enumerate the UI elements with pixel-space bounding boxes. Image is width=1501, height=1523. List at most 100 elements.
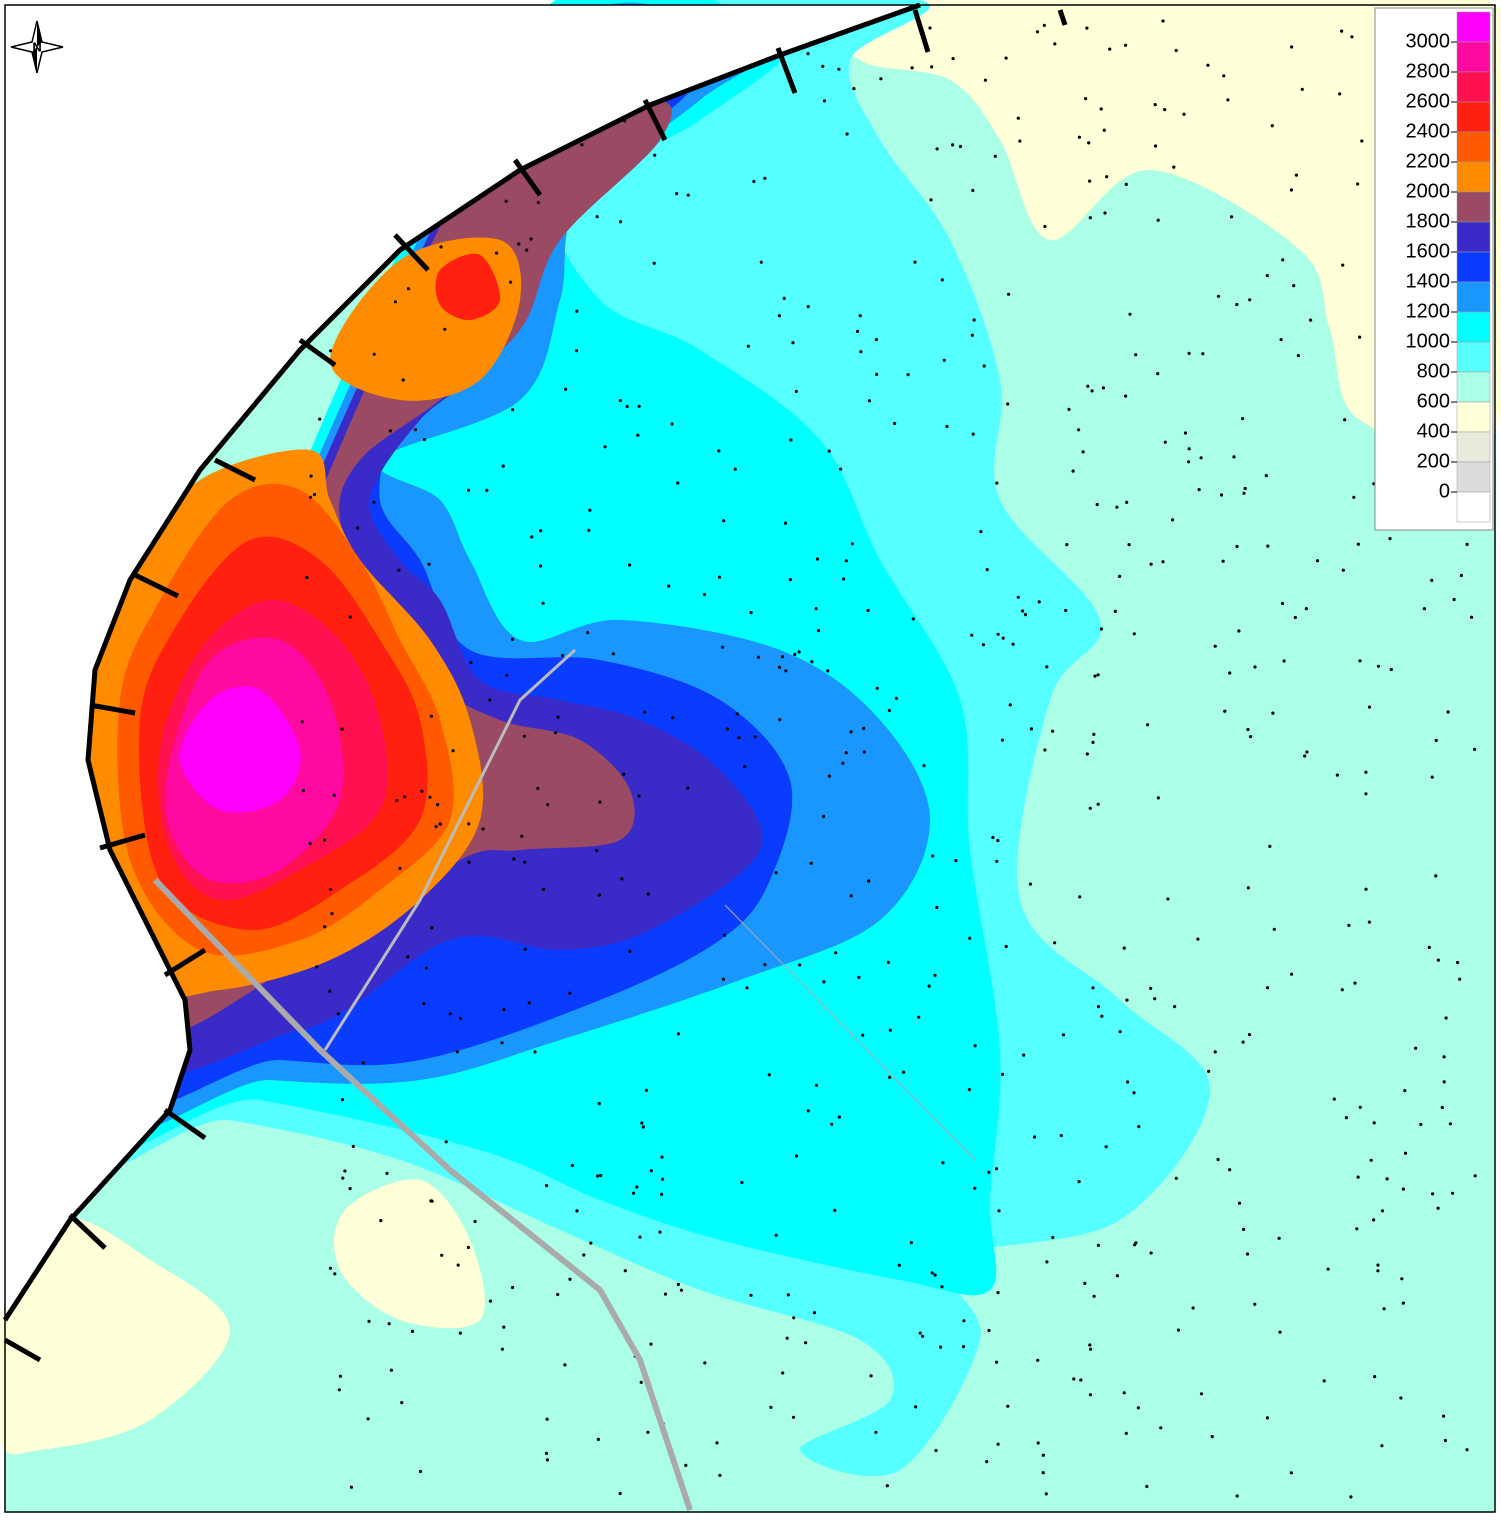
sample-point [1124,394,1128,398]
sample-point [671,716,675,720]
legend-label: 1200 [1406,300,1451,322]
sample-point [403,795,407,799]
sample-point [1315,559,1320,563]
sample-point [931,854,935,858]
sample-point [1401,1301,1405,1305]
sample-point [393,300,397,304]
sample-point [618,398,622,403]
sample-point [637,404,641,408]
sample-point [622,772,626,776]
sample-point [995,1360,999,1364]
sample-point [917,1015,921,1019]
sample-point [620,877,624,881]
coast-tick [642,98,668,142]
sample-point [395,798,399,803]
sample-point [502,1008,506,1012]
sample-point [1086,384,1090,388]
sample-point [1077,1180,1081,1184]
sample-point [1100,1014,1104,1018]
sample-point [1443,1438,1447,1443]
sample-point [1210,1435,1214,1439]
sample-point [862,750,866,754]
sample-point [1132,632,1136,636]
sample-point [909,1241,914,1245]
sample-point [420,789,424,793]
sample-point [1115,1274,1119,1278]
sample-point [1401,1187,1405,1191]
sample-point [1340,988,1344,992]
sample-point [1093,674,1097,678]
legend-label: 200 [1417,450,1450,472]
sample-point [794,389,798,393]
sample-point [379,1219,383,1223]
sample-point [809,861,813,865]
sample-point [1456,960,1460,965]
sample-point [564,387,568,391]
sample-point [556,715,560,719]
sample-point [541,601,545,605]
sample-point [1279,338,1283,342]
legend-swatch [1456,281,1491,313]
sample-point [910,66,914,70]
sample-point [1187,447,1191,451]
sample-point [611,652,616,656]
sample-point [897,1263,901,1267]
sample-point [928,26,932,30]
sample-point [1271,711,1275,715]
sample-point [568,991,572,995]
sample-point [827,774,832,778]
sample-point [1089,1347,1093,1351]
sample-point [619,220,623,224]
sample-point [332,793,336,798]
sample-point [914,1405,918,1409]
sample-point [1364,887,1368,891]
sample-point [636,433,640,437]
sample-point [861,1033,865,1037]
sample-point [1367,920,1371,924]
sample-point [833,1208,837,1212]
legend-label: 2000 [1406,180,1451,202]
sample-point [893,421,897,426]
sample-point [849,894,853,898]
sample-point [995,859,999,864]
sample-point [1207,1069,1211,1073]
sample-point [1124,182,1128,186]
sample-point [995,481,999,485]
sample-point [1088,179,1092,183]
sample-point [429,714,433,718]
sample-point [1033,1135,1037,1139]
sample-point [837,1115,841,1119]
sample-point [1245,1252,1250,1256]
sample-point [1341,263,1345,267]
sample-point [794,1154,799,1158]
sample-point [413,428,418,432]
sample-point [349,1485,354,1489]
sample-point [467,860,471,865]
legend-label: 600 [1417,390,1450,412]
sample-point [595,848,599,853]
sample-point [1108,47,1112,51]
sample-point [517,242,521,246]
sample-point [451,749,455,753]
sample-point [789,438,793,442]
sample-point [1115,505,1119,509]
sample-point [1364,792,1368,796]
sample-point [962,1345,966,1349]
sample-point [1099,627,1103,631]
sample-point [522,734,526,738]
sample-point [660,1192,664,1196]
sample-point [971,188,975,193]
sample-point [1174,1176,1178,1180]
sample-point [1077,428,1081,432]
sample-point [406,955,410,959]
sample-point [343,1169,347,1173]
sample-point [1028,882,1033,886]
legend-label: 2200 [1406,150,1451,172]
sample-point [1118,1030,1122,1034]
sample-point [430,926,434,930]
sample-point [1380,1444,1384,1448]
sample-point [1134,353,1138,357]
sample-point [398,866,402,871]
sample-point [1289,1471,1293,1475]
sample-point [1096,802,1100,806]
